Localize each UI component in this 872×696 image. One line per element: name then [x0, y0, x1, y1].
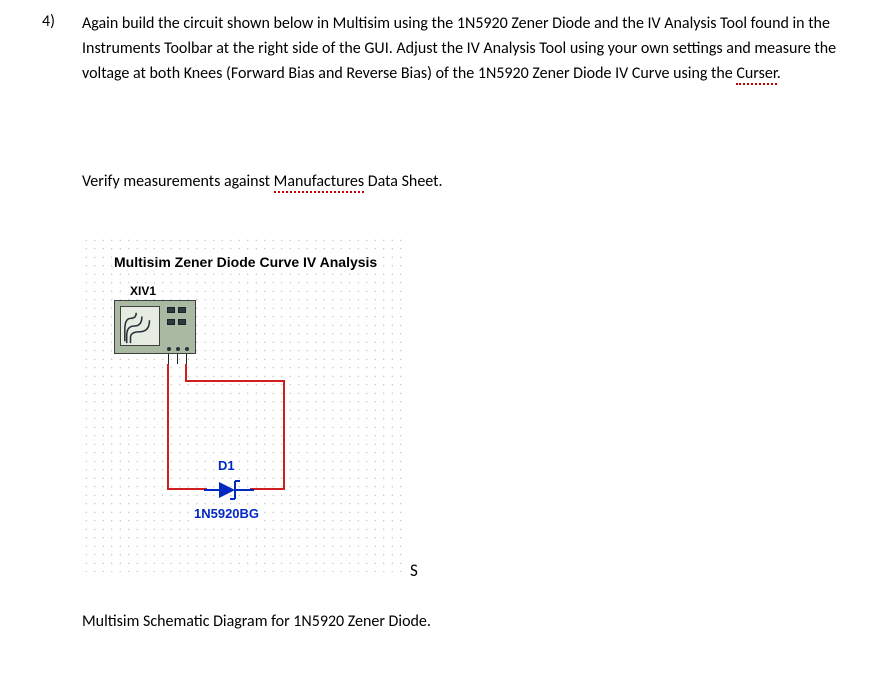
verify-line: Verify measurements against Manufactures… — [82, 172, 443, 191]
figure-caption: Multisim Schematic Diagram for 1N5920 Ze… — [82, 612, 431, 631]
pin-stub — [168, 354, 169, 364]
wire-segment — [167, 488, 207, 490]
question-text-1-end: . — [777, 64, 781, 83]
schematic-canvas: Multisim Zener Diode Curve IV Analysis X… — [82, 236, 402, 572]
instrument-buttons — [167, 307, 186, 325]
verify-text-2: Data Sheet. — [364, 172, 442, 191]
pin-stub — [186, 354, 187, 364]
question-number: 4) — [42, 12, 55, 31]
instrument-screen — [120, 306, 160, 346]
component-partnum: 1N5920BG — [192, 506, 261, 521]
verify-text-1: Verify measurements against — [82, 172, 274, 191]
component-refdes: D1 — [216, 458, 237, 473]
instrument-refdes: XIV1 — [128, 284, 158, 298]
wire-segment — [283, 380, 285, 490]
question-body: Again build the circuit shown below in M… — [82, 12, 842, 86]
spelling-error-manufactures: Manufactures — [274, 172, 365, 193]
question-text-1: Again build the circuit shown below in M… — [82, 14, 836, 83]
spelling-error-curser: Curser — [736, 64, 776, 85]
question-block: 4) Again build the circuit shown below i… — [42, 12, 842, 86]
wire-segment — [250, 488, 285, 490]
schematic-title: Multisim Zener Diode Curve IV Analysis — [112, 254, 379, 270]
zener-diode-symbol — [204, 478, 254, 502]
iv-curve-icon — [121, 307, 159, 345]
iv-analyzer-instrument — [114, 300, 196, 354]
pin-stub — [177, 354, 178, 364]
wire-segment — [167, 364, 169, 490]
instrument-pins — [167, 347, 189, 351]
wire-segment — [185, 380, 285, 382]
stray-s-label: S — [410, 560, 418, 581]
